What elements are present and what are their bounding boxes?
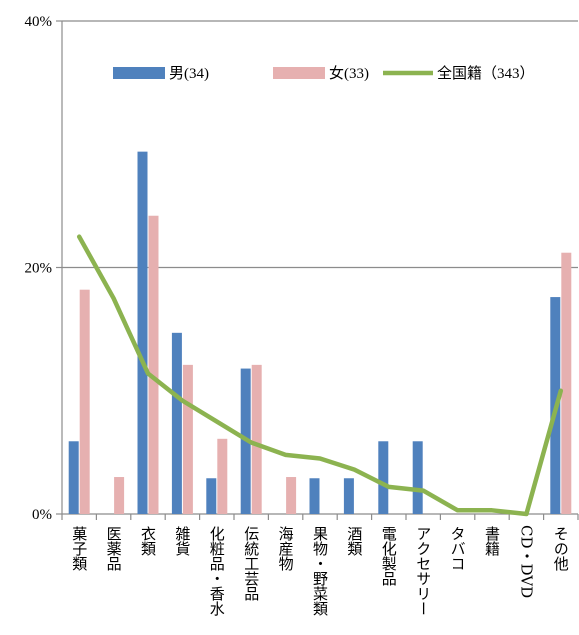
legend-swatch — [273, 67, 325, 79]
legend-swatch — [113, 67, 165, 79]
x-category-label: CD・DVD — [517, 525, 535, 598]
bar-male-3 — [171, 332, 182, 514]
bar-male-8 — [343, 478, 354, 514]
bar-female-4 — [217, 438, 228, 514]
y-tick-label: 20% — [25, 261, 53, 277]
legend-label: 男(34) — [169, 66, 209, 82]
y-tick-label: 40% — [25, 14, 53, 30]
x-category-label: 化粧品・香水 — [208, 526, 226, 616]
axes — [56, 20, 579, 520]
x-category-label: 酒類 — [345, 526, 363, 556]
bar-male-0 — [68, 441, 79, 514]
x-category-label: 医薬品 — [105, 526, 123, 571]
x-category-label: 伝統工芸品 — [242, 526, 260, 601]
bar-female-1 — [114, 477, 125, 514]
bar-female-2 — [148, 215, 159, 515]
line-series — [76, 234, 564, 517]
legend-label: 全国籍（343） — [437, 64, 535, 82]
x-category-label: 電化製品 — [380, 526, 398, 586]
x-category-label: 果物・野菜類 — [311, 526, 329, 616]
x-category-label: タバコ — [449, 526, 467, 571]
bar-male-10 — [412, 441, 423, 514]
bar-male-2 — [137, 151, 148, 514]
bar-female-0 — [79, 289, 90, 514]
bar-female-3 — [182, 364, 193, 514]
x-category-label: 海産物 — [277, 526, 295, 572]
bar-male-7 — [309, 478, 320, 514]
x-category-label: アクセサリー — [414, 526, 432, 616]
y-tick-label: 0% — [32, 507, 52, 523]
bar-male-4 — [206, 478, 217, 514]
x-category-label: 菓子類 — [70, 526, 88, 571]
x-category-label: 雑貨 — [173, 526, 191, 556]
y-tick-labels: 0% 20% 40% — [25, 14, 53, 523]
x-category-label: 衣類 — [139, 526, 157, 556]
bar-female-5 — [251, 364, 262, 514]
x-category-labels: 菓子類 医薬品 衣類 雑貨 化粧品・香水 伝統工芸品 海産物 果物・野菜類 酒類 電化製品 アクセサ… — [70, 525, 570, 616]
legend: 男(34) 女(33) 全国籍（343） — [113, 64, 535, 82]
gridlines — [62, 20, 578, 269]
bar-male-9 — [378, 441, 389, 514]
x-category-label: 書籍 — [483, 526, 501, 556]
legend-label: 女(33) — [329, 64, 369, 82]
bar-female-14 — [561, 252, 572, 514]
line-series-all-nationalities — [76, 234, 564, 517]
x-category-label: その他 — [552, 526, 570, 572]
bar-female-6 — [286, 477, 297, 514]
